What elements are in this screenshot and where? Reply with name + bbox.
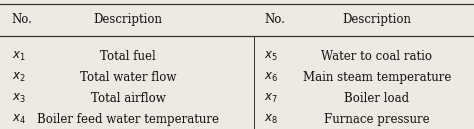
Text: Total water flow: Total water flow [80, 71, 176, 84]
Text: Total airflow: Total airflow [91, 92, 165, 104]
Text: $x_7$: $x_7$ [264, 91, 278, 105]
Text: No.: No. [12, 14, 33, 26]
Text: $x_3$: $x_3$ [12, 91, 26, 105]
Text: $x_6$: $x_6$ [264, 71, 279, 84]
Text: Description: Description [93, 14, 163, 26]
Text: Boiler load: Boiler load [344, 92, 410, 104]
Text: $x_2$: $x_2$ [12, 71, 26, 84]
Text: Description: Description [342, 14, 411, 26]
Text: $x_1$: $x_1$ [12, 50, 26, 63]
Text: $x_5$: $x_5$ [264, 50, 278, 63]
Text: $x_8$: $x_8$ [264, 113, 278, 126]
Text: No.: No. [264, 14, 285, 26]
Text: Furnace pressure: Furnace pressure [324, 113, 429, 126]
Text: $x_4$: $x_4$ [12, 113, 26, 126]
Text: Boiler feed water temperature: Boiler feed water temperature [37, 113, 219, 126]
Text: Total fuel: Total fuel [100, 50, 156, 63]
Text: Water to coal ratio: Water to coal ratio [321, 50, 432, 63]
Text: Main steam temperature: Main steam temperature [302, 71, 451, 84]
